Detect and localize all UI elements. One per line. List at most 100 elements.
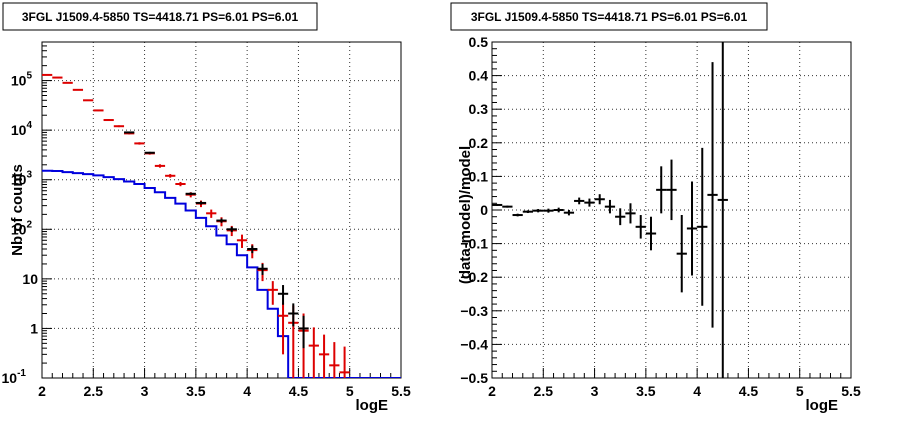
right-data-point bbox=[707, 62, 718, 328]
right-y-tick-label: 0.2 bbox=[469, 135, 489, 151]
left-data-point bbox=[329, 342, 340, 378]
left-x-tick-label: 4.5 bbox=[289, 383, 309, 399]
left-y-tick-label: 104 bbox=[11, 120, 33, 138]
left-data-point bbox=[185, 192, 196, 196]
right-series-0 bbox=[492, 42, 728, 378]
right-x-tick-label: 4.5 bbox=[739, 383, 759, 399]
left-x-tick-label: 2 bbox=[38, 383, 46, 399]
left-data-point bbox=[175, 181, 186, 187]
left-y-tick-label: 105 bbox=[11, 71, 33, 89]
right-y-axis: −0.5 −0.4 −0.3 −0.2 −0.1 0 0.1 0.2 0.3 0.4 0.5 (dat… bbox=[457, 34, 502, 386]
right-x-tick-label: 5 bbox=[796, 383, 804, 399]
left-data-point bbox=[83, 99, 94, 102]
left-data bbox=[42, 73, 401, 378]
left-data-point bbox=[216, 218, 227, 223]
right-y-tick-label: −0.2 bbox=[460, 269, 488, 285]
left-data-point bbox=[247, 245, 258, 254]
right-x-tick-label: 2 bbox=[488, 383, 496, 399]
left-grid bbox=[41, 42, 402, 379]
right-y-tick-label: −0.1 bbox=[460, 236, 488, 252]
right-panel: 3FGL J1509.4-5850 TS=4418.71 PS=6.01 PS=… bbox=[450, 2, 861, 414]
right-x-tick-label: 3 bbox=[591, 383, 599, 399]
left-data-point bbox=[288, 303, 299, 327]
right-y-tick-label: 0.3 bbox=[469, 101, 489, 117]
right-data-point bbox=[533, 208, 544, 213]
left-y-axis-title: Nb of counts bbox=[9, 164, 26, 256]
left-x-tick-label: 2.5 bbox=[84, 383, 104, 399]
left-y-tick-label: 1 bbox=[30, 320, 38, 336]
right-y-tick-label: 0.4 bbox=[469, 68, 489, 84]
right-data-point bbox=[635, 215, 646, 239]
left-plot-frame bbox=[41, 41, 402, 379]
left-panel: 3FGL J1509.4-5850 TS=4418.71 PS=6.01 PS=… bbox=[2, 2, 411, 414]
left-data-point bbox=[52, 76, 63, 79]
left-data-point bbox=[144, 151, 155, 154]
left-y-tick-label: 10 bbox=[22, 271, 38, 287]
right-y-tick-label: 0 bbox=[480, 202, 488, 218]
left-data-point bbox=[165, 174, 176, 178]
right-data-point bbox=[717, 42, 728, 378]
left-data-point bbox=[134, 142, 145, 145]
right-data-point bbox=[686, 181, 698, 276]
right-y-tick-label: −0.4 bbox=[460, 336, 488, 352]
left-data-point bbox=[298, 315, 309, 349]
left-data-point bbox=[277, 302, 289, 355]
left-model-step-line bbox=[42, 169, 401, 378]
right-data-point bbox=[676, 215, 687, 293]
left-x-tick-label: 3.5 bbox=[186, 383, 206, 399]
right-x-tick-label: 2.5 bbox=[534, 383, 554, 399]
left-x-axis-title: logE bbox=[356, 397, 389, 414]
right-y-tick-label: −0.3 bbox=[460, 303, 488, 319]
left-data-point bbox=[339, 346, 350, 378]
left-data-point bbox=[124, 131, 135, 134]
right-y-tick-label: −0.5 bbox=[460, 370, 488, 386]
left-y-tick-label: 103 bbox=[11, 170, 33, 188]
left-data-point bbox=[226, 226, 237, 233]
left-data-point bbox=[42, 73, 53, 76]
left-y-tick-label: 10-1 bbox=[2, 368, 27, 386]
right-data-point bbox=[666, 159, 677, 221]
right-data-point bbox=[594, 194, 605, 205]
left-data-point bbox=[277, 285, 289, 305]
left-data-point bbox=[195, 201, 207, 205]
right-title-box bbox=[450, 2, 768, 31]
right-data-point bbox=[574, 197, 585, 205]
right-x-axis-title: logE bbox=[806, 397, 839, 414]
left-title-box bbox=[2, 2, 318, 31]
right-data-point bbox=[553, 207, 564, 213]
right-data-point bbox=[697, 147, 708, 306]
right-y-tick-label: 0.5 bbox=[469, 34, 489, 50]
right-x-tick-label: 5.5 bbox=[841, 383, 861, 399]
left-data-point bbox=[103, 119, 114, 122]
left-data-point bbox=[206, 209, 217, 218]
left-data-point bbox=[318, 334, 330, 378]
left-data-point bbox=[267, 281, 278, 305]
right-data-point bbox=[615, 208, 626, 226]
left-data-point bbox=[113, 125, 125, 128]
left-x-tick-label: 5.5 bbox=[391, 383, 411, 399]
right-data-point bbox=[512, 213, 523, 217]
right-data-point bbox=[604, 199, 616, 214]
right-data bbox=[492, 42, 728, 378]
left-data-point bbox=[236, 234, 248, 248]
right-data-point bbox=[502, 205, 513, 208]
left-series-2 bbox=[124, 131, 309, 349]
right-data-point bbox=[522, 210, 534, 214]
left-data-point bbox=[154, 164, 166, 168]
right-data-point bbox=[645, 216, 657, 251]
right-chart-title: 3FGL J1509.4-5850 TS=4418.71 PS=6.01 PS=… bbox=[471, 10, 748, 24]
right-data-point bbox=[492, 203, 503, 206]
right-x-tick-label: 3.5 bbox=[636, 383, 656, 399]
left-data-point bbox=[93, 109, 104, 112]
right-data-point bbox=[543, 208, 554, 213]
left-y-axis: 10-1 1 10 102 103 104 105 Nb of counts bbox=[2, 41, 52, 386]
left-x-tick-label: 4 bbox=[243, 383, 251, 399]
right-data-point bbox=[584, 198, 595, 207]
left-data-point bbox=[308, 327, 319, 378]
left-x-tick-label: 3 bbox=[141, 383, 149, 399]
right-data-point bbox=[563, 210, 575, 216]
right-data-point bbox=[656, 166, 667, 214]
